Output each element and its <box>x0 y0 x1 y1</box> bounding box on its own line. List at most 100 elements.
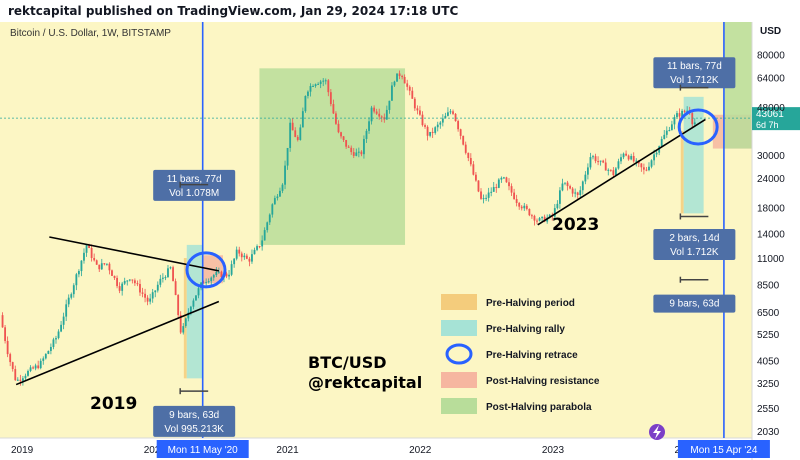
candle-body <box>670 124 673 131</box>
candle-body <box>589 157 592 168</box>
candle <box>678 108 681 122</box>
price-tick-label: 30000 <box>757 151 785 162</box>
candle <box>123 277 126 285</box>
candle <box>604 158 607 171</box>
measure-range-label: 11 bars, 77d <box>667 61 722 72</box>
candle <box>182 323 185 335</box>
candle-body <box>327 80 330 93</box>
candle <box>248 256 251 267</box>
candle <box>406 79 409 91</box>
candle <box>296 135 299 142</box>
lightning-icon[interactable] <box>649 424 665 440</box>
candle <box>39 358 42 370</box>
candle-body <box>566 182 569 187</box>
candle-body <box>487 192 490 198</box>
candle-body <box>195 295 197 301</box>
candle-body <box>299 127 302 140</box>
candle <box>177 294 180 319</box>
candle <box>133 278 136 286</box>
price-axis[interactable] <box>752 22 800 460</box>
candle <box>77 269 80 278</box>
candle-body <box>609 169 612 171</box>
candle-body <box>177 295 180 316</box>
candle <box>11 361 14 372</box>
candle-body <box>19 379 22 381</box>
candle-body <box>105 263 108 265</box>
retrace-circle-1 <box>677 108 719 146</box>
candle-body <box>614 168 617 176</box>
candle-body <box>620 157 622 162</box>
candle-body <box>212 275 215 278</box>
candle-body <box>492 187 495 192</box>
measure-volume-label: Vol 1.712K <box>670 247 719 258</box>
candle-body <box>284 165 286 185</box>
candle <box>594 153 597 164</box>
publish-header: rektcapital published on TradingView.com… <box>0 0 800 22</box>
candle-body <box>80 260 83 272</box>
candle <box>312 84 314 88</box>
measure-volume-label: Vol 995.213K <box>164 424 224 435</box>
measure-range-label: 2 bars, 14d <box>669 233 719 244</box>
time-tick-label: 2022 <box>409 445 432 456</box>
candle <box>27 369 29 377</box>
candle-body <box>72 285 75 295</box>
candle <box>472 161 475 176</box>
candle <box>398 70 401 80</box>
candle-body <box>617 161 620 169</box>
candle-body <box>678 113 681 117</box>
price-tick-label: 80000 <box>757 51 785 62</box>
candle-body <box>396 73 398 82</box>
candle <box>47 350 50 355</box>
candle <box>475 171 477 182</box>
candle <box>230 260 233 277</box>
candle-body <box>564 182 566 184</box>
candle <box>128 279 131 282</box>
candle-body <box>332 104 335 114</box>
candle <box>335 111 337 125</box>
candle-body <box>553 208 556 217</box>
candle <box>691 111 694 129</box>
candle <box>6 336 9 358</box>
candle <box>235 246 238 261</box>
candle <box>327 78 330 97</box>
candle-body <box>645 169 648 171</box>
candle <box>72 283 75 298</box>
candle-body <box>635 160 638 162</box>
candle-body <box>228 274 230 277</box>
time-axis[interactable] <box>0 438 752 460</box>
candle <box>564 182 566 186</box>
candle-body <box>413 98 416 109</box>
candle-body <box>411 90 414 99</box>
candle <box>197 285 200 299</box>
candle <box>156 281 159 293</box>
candle-body <box>693 122 696 125</box>
candle <box>284 160 286 190</box>
price-tick-label: 8500 <box>757 280 780 291</box>
measure-range-label: 9 bars, 63d <box>169 410 219 421</box>
candle <box>179 311 182 335</box>
candle-body <box>459 129 462 136</box>
candle <box>355 148 358 157</box>
candle <box>500 176 503 183</box>
candle-body <box>85 245 88 253</box>
candle <box>599 160 602 166</box>
candle-body <box>434 127 437 133</box>
candle-body <box>9 354 12 363</box>
candle-body <box>457 121 460 130</box>
candle <box>416 105 419 115</box>
candle-body <box>508 182 510 187</box>
candle <box>139 279 141 296</box>
candle <box>154 290 157 298</box>
candle-body <box>276 196 279 199</box>
candle <box>299 124 302 141</box>
candle-body <box>436 124 439 128</box>
candle-body <box>449 111 452 113</box>
candle <box>126 280 129 286</box>
candle <box>118 282 121 294</box>
candle-body <box>665 130 668 135</box>
candle-body <box>686 110 689 112</box>
candle-body <box>632 156 635 162</box>
candle-body <box>625 153 627 156</box>
candle <box>340 131 342 139</box>
candle <box>225 271 228 279</box>
